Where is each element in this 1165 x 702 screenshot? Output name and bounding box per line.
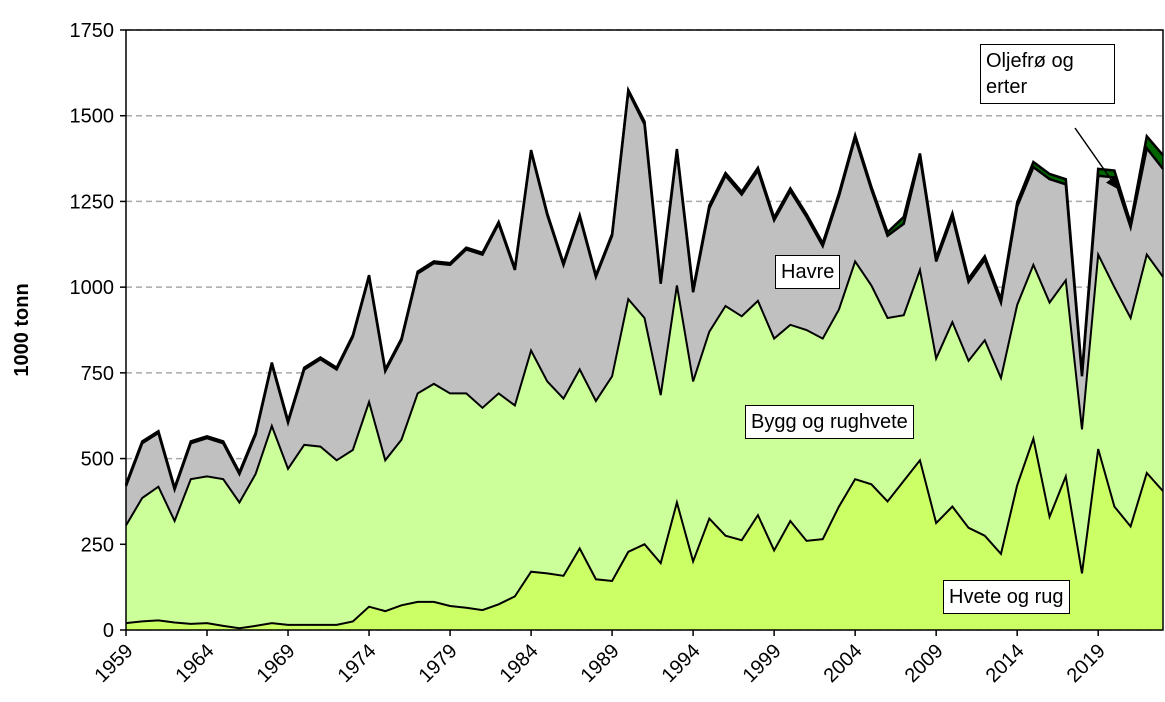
x-tick-label: 1959 [91, 640, 138, 687]
area [126, 91, 1163, 526]
x-tick-label: 2004 [820, 640, 867, 687]
area [126, 438, 1163, 630]
y-tick-label: 1500 [70, 106, 115, 128]
y-tick-label: 500 [81, 449, 114, 471]
plot-frame [125, 29, 1164, 631]
area-edge [125, 250, 1164, 526]
y-tick-label: 0 [103, 620, 114, 642]
x-tick-label: 1989 [577, 640, 624, 687]
x-tick-label: 1984 [496, 640, 543, 687]
series-label: Bygg og rughvete [745, 405, 914, 439]
x-tick-label: 2014 [982, 640, 1029, 687]
series-label: Oljefrø og erter [980, 44, 1115, 104]
series-label: Hvete og rug [943, 580, 1070, 614]
area-edge [124, 85, 1164, 492]
y-tick-label: 750 [81, 363, 114, 385]
x-tick-label: 1999 [739, 640, 786, 687]
x-tick-label: 1969 [253, 640, 300, 687]
area [126, 254, 1163, 629]
annotation-arrow [1074, 127, 1118, 189]
x-tick-label: 1964 [172, 640, 219, 687]
x-tick-label: 2019 [1063, 640, 1110, 687]
x-tick-label: 1979 [415, 640, 462, 687]
x-tick-label: 2009 [901, 640, 948, 687]
y-tick-label: 250 [81, 534, 114, 556]
y-axis-label: 1000 tonn [11, 283, 33, 376]
y-tick-label: 1250 [70, 191, 115, 213]
area-edge [125, 434, 1164, 630]
y-tick-label: 1750 [70, 20, 115, 42]
series-label: Havre [775, 255, 841, 289]
x-tick-label: 1994 [658, 640, 705, 687]
x-tick-label: 1974 [334, 640, 381, 687]
y-tick-label: 1000 [70, 277, 115, 299]
